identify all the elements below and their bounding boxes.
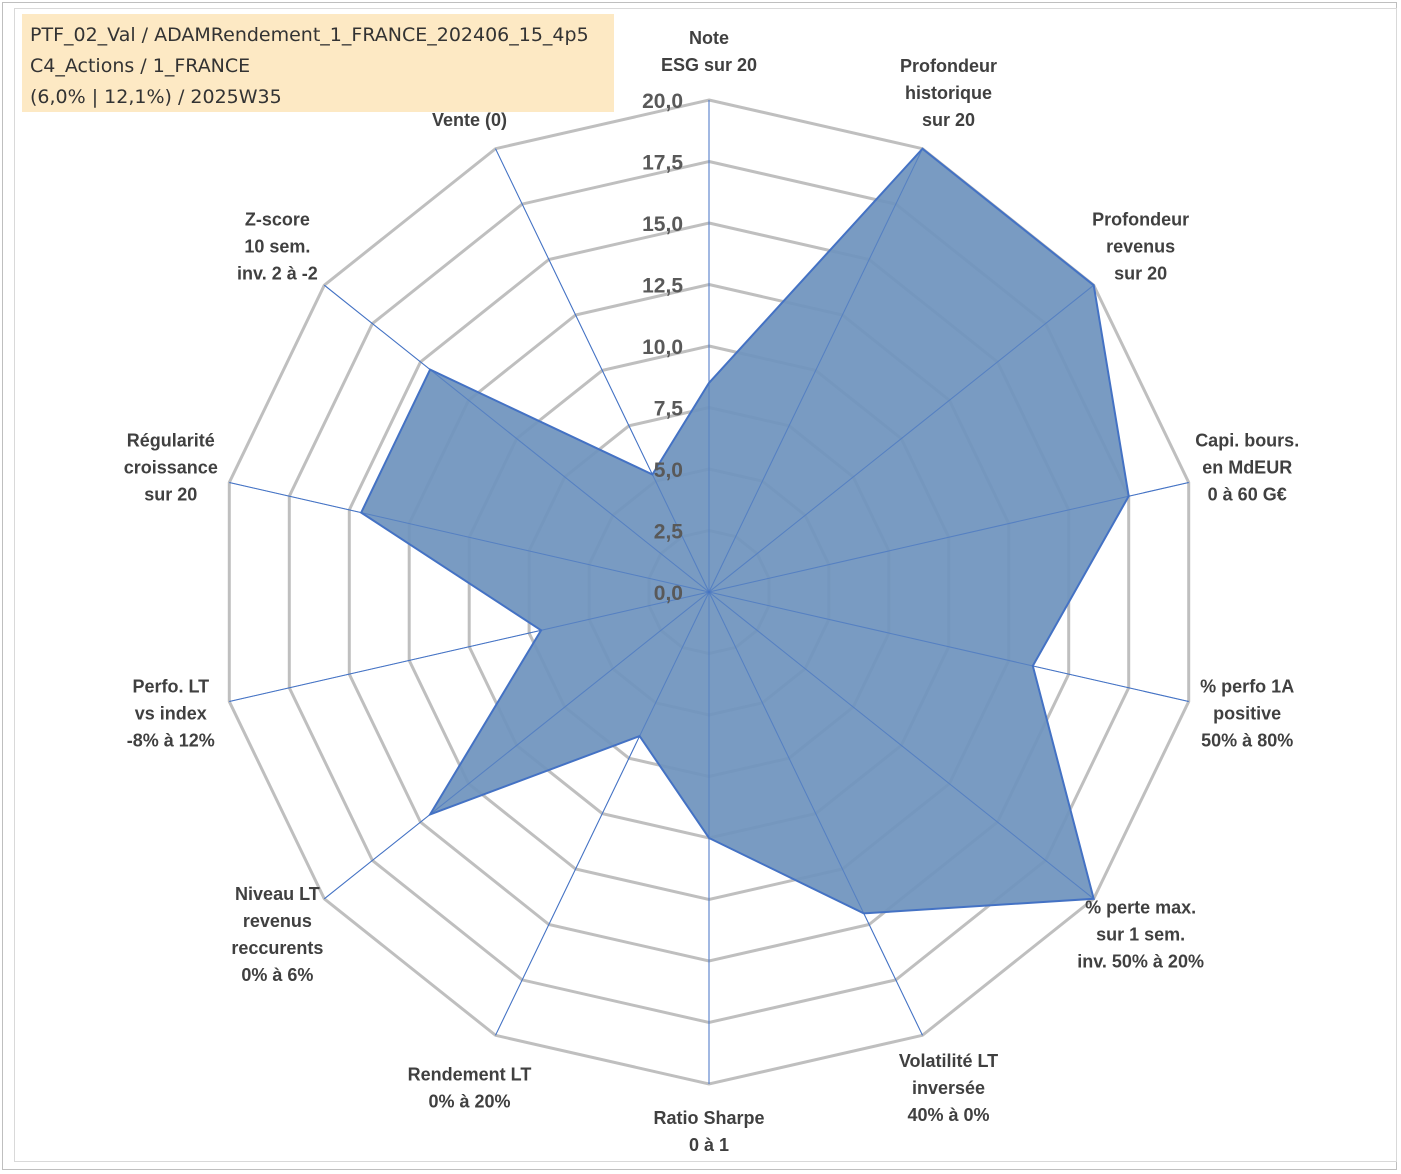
axis-label-line: sur 20 xyxy=(1114,263,1167,283)
axis-label-3: Capi. bours. en MdEUR 0 à 60 G€ xyxy=(1195,431,1299,505)
axis-label-line: positive xyxy=(1213,703,1281,723)
axis-label-line: Ratio Sharpe xyxy=(653,1108,764,1128)
axis-label-line: reccurents xyxy=(231,938,323,958)
axis-label-0: Note ESG sur 20 xyxy=(661,28,757,75)
axis-label-2: Profondeur revenus sur 20 xyxy=(1092,209,1189,283)
axis-label-line: revenus xyxy=(243,911,312,931)
axis-spoke-overlay-12 xyxy=(323,284,710,593)
label-layer: Note ESG sur 20 Profondeur historique sur 20… xyxy=(124,28,1299,1155)
axis-label-line: sur 20 xyxy=(144,485,197,505)
axis-label-line: 10 sem. xyxy=(244,236,310,256)
tick-label: 15,0 xyxy=(642,213,683,236)
axis-label-line: historique xyxy=(905,83,992,103)
axis-label-line: Régularité xyxy=(127,431,215,451)
axis-label-line: 0% à 6% xyxy=(241,965,313,985)
axis-label-line: Rendement LT xyxy=(408,1064,532,1084)
axis-label-line: 0% à 20% xyxy=(428,1091,510,1111)
axis-spoke-overlay-5 xyxy=(708,591,1095,900)
axis-label-line: croissance xyxy=(124,458,218,478)
axis-label-line: Niveau LT xyxy=(235,884,320,904)
tick-label: 10,0 xyxy=(642,336,683,359)
axis-label-line: sur 20 xyxy=(922,110,975,130)
tick-label: 5,0 xyxy=(654,459,683,482)
axis-label-line: ESG sur 20 xyxy=(661,55,757,75)
axis-spoke-overlay-11 xyxy=(229,482,710,593)
axis-label-11: Régularité croissance sur 20 xyxy=(124,431,218,505)
tick-label: 17,5 xyxy=(642,152,683,175)
axis-label-line: Note xyxy=(689,28,729,48)
header-line-stats: (6,0% | 12,1%) / 2025W35 xyxy=(30,86,282,108)
plot-area-border xyxy=(14,8,1397,1162)
axis-label-line: 0 à 1 xyxy=(689,1135,729,1155)
axis-label-line: revenus xyxy=(1106,236,1175,256)
axis-label-line: Perfo. LT xyxy=(132,676,209,696)
axis-label-1: Profondeur historique sur 20 xyxy=(900,56,997,130)
axis-label-line: Vente (0) xyxy=(432,110,507,130)
axis-label-line: Volatilité LT xyxy=(899,1051,998,1071)
axis-label-line: sur 1 sem. xyxy=(1096,925,1185,945)
axis-spoke-overlay-10 xyxy=(229,591,710,702)
tick-label: 12,5 xyxy=(642,275,683,298)
axis-label-line: 0 à 60 G€ xyxy=(1208,485,1287,505)
axis-label-line: inv. 2 à -2 xyxy=(237,263,318,283)
axis-label-6: Volatilité LT inversée 40% à 0% xyxy=(899,1051,998,1125)
axis-spoke-overlay-6 xyxy=(708,591,923,1036)
axis-label-7: Ratio Sharpe 0 à 1 xyxy=(653,1108,764,1155)
axis-label-line: 40% à 0% xyxy=(907,1105,989,1125)
axis-label-12: Z-score 10 sem. inv. 2 à -2 xyxy=(237,209,318,283)
axis-label-10: Perfo. LT vs index -8% à 12% xyxy=(127,676,215,750)
chart-header-box: PTF_02_Val / ADAMRendement_1_FRANCE_2024… xyxy=(22,14,614,112)
tick-label: 20,0 xyxy=(642,90,683,113)
tick-label: 2,5 xyxy=(654,521,684,544)
axis-label-line: % perte max. xyxy=(1085,898,1196,918)
axis-label-line: -8% à 12% xyxy=(127,730,215,750)
series-layer xyxy=(229,100,1189,1084)
axis-spoke-overlay-1 xyxy=(708,148,923,593)
axis-label-line: Profondeur xyxy=(1092,209,1189,229)
axis-label-4: % perfo 1A positive 50% à 80% xyxy=(1200,676,1294,750)
axis-label-line: inv. 50% à 20% xyxy=(1077,952,1204,972)
axis-label-line: inversée xyxy=(912,1078,985,1098)
axis-label-8: Rendement LT 0% à 20% xyxy=(408,1064,532,1111)
axis-label-line: Profondeur xyxy=(900,56,997,76)
axis-label-5: % perte max. sur 1 sem. inv. 50% à 20% xyxy=(1077,898,1204,972)
axis-spoke-overlay-9 xyxy=(323,591,710,900)
tick-layer: 0,0 2,5 5,0 7,5 10,0 12,5 15,0 17,5 20,0 xyxy=(642,90,683,605)
axis-label-line: Capi. bours. xyxy=(1195,431,1299,451)
axis-label-line: % perfo 1A xyxy=(1200,676,1294,696)
header-line-category: C4_Actions / 1_FRANCE xyxy=(30,55,251,77)
axis-spoke-overlay-13 xyxy=(495,148,710,593)
axis-label-line: en MdEUR xyxy=(1202,458,1292,478)
axis-label-line: Z-score xyxy=(245,209,310,229)
header-line-portfolio: PTF_02_Val / ADAMRendement_1_FRANCE_2024… xyxy=(30,24,589,46)
axis-spoke-overlay-3 xyxy=(708,482,1189,593)
tick-label: 0,0 xyxy=(654,582,683,605)
axis-label-line: vs index xyxy=(135,703,207,723)
series-area xyxy=(359,147,1130,915)
axis-spoke-overlay-8 xyxy=(495,591,710,1036)
axis-label-9: Niveau LT revenus reccurents 0% à 6% xyxy=(231,884,323,985)
axis-label-line: 50% à 80% xyxy=(1201,730,1293,750)
axis-spoke-overlay-4 xyxy=(708,591,1189,702)
tick-label: 7,5 xyxy=(654,398,684,421)
axis-spoke-overlay-2 xyxy=(708,284,1095,593)
